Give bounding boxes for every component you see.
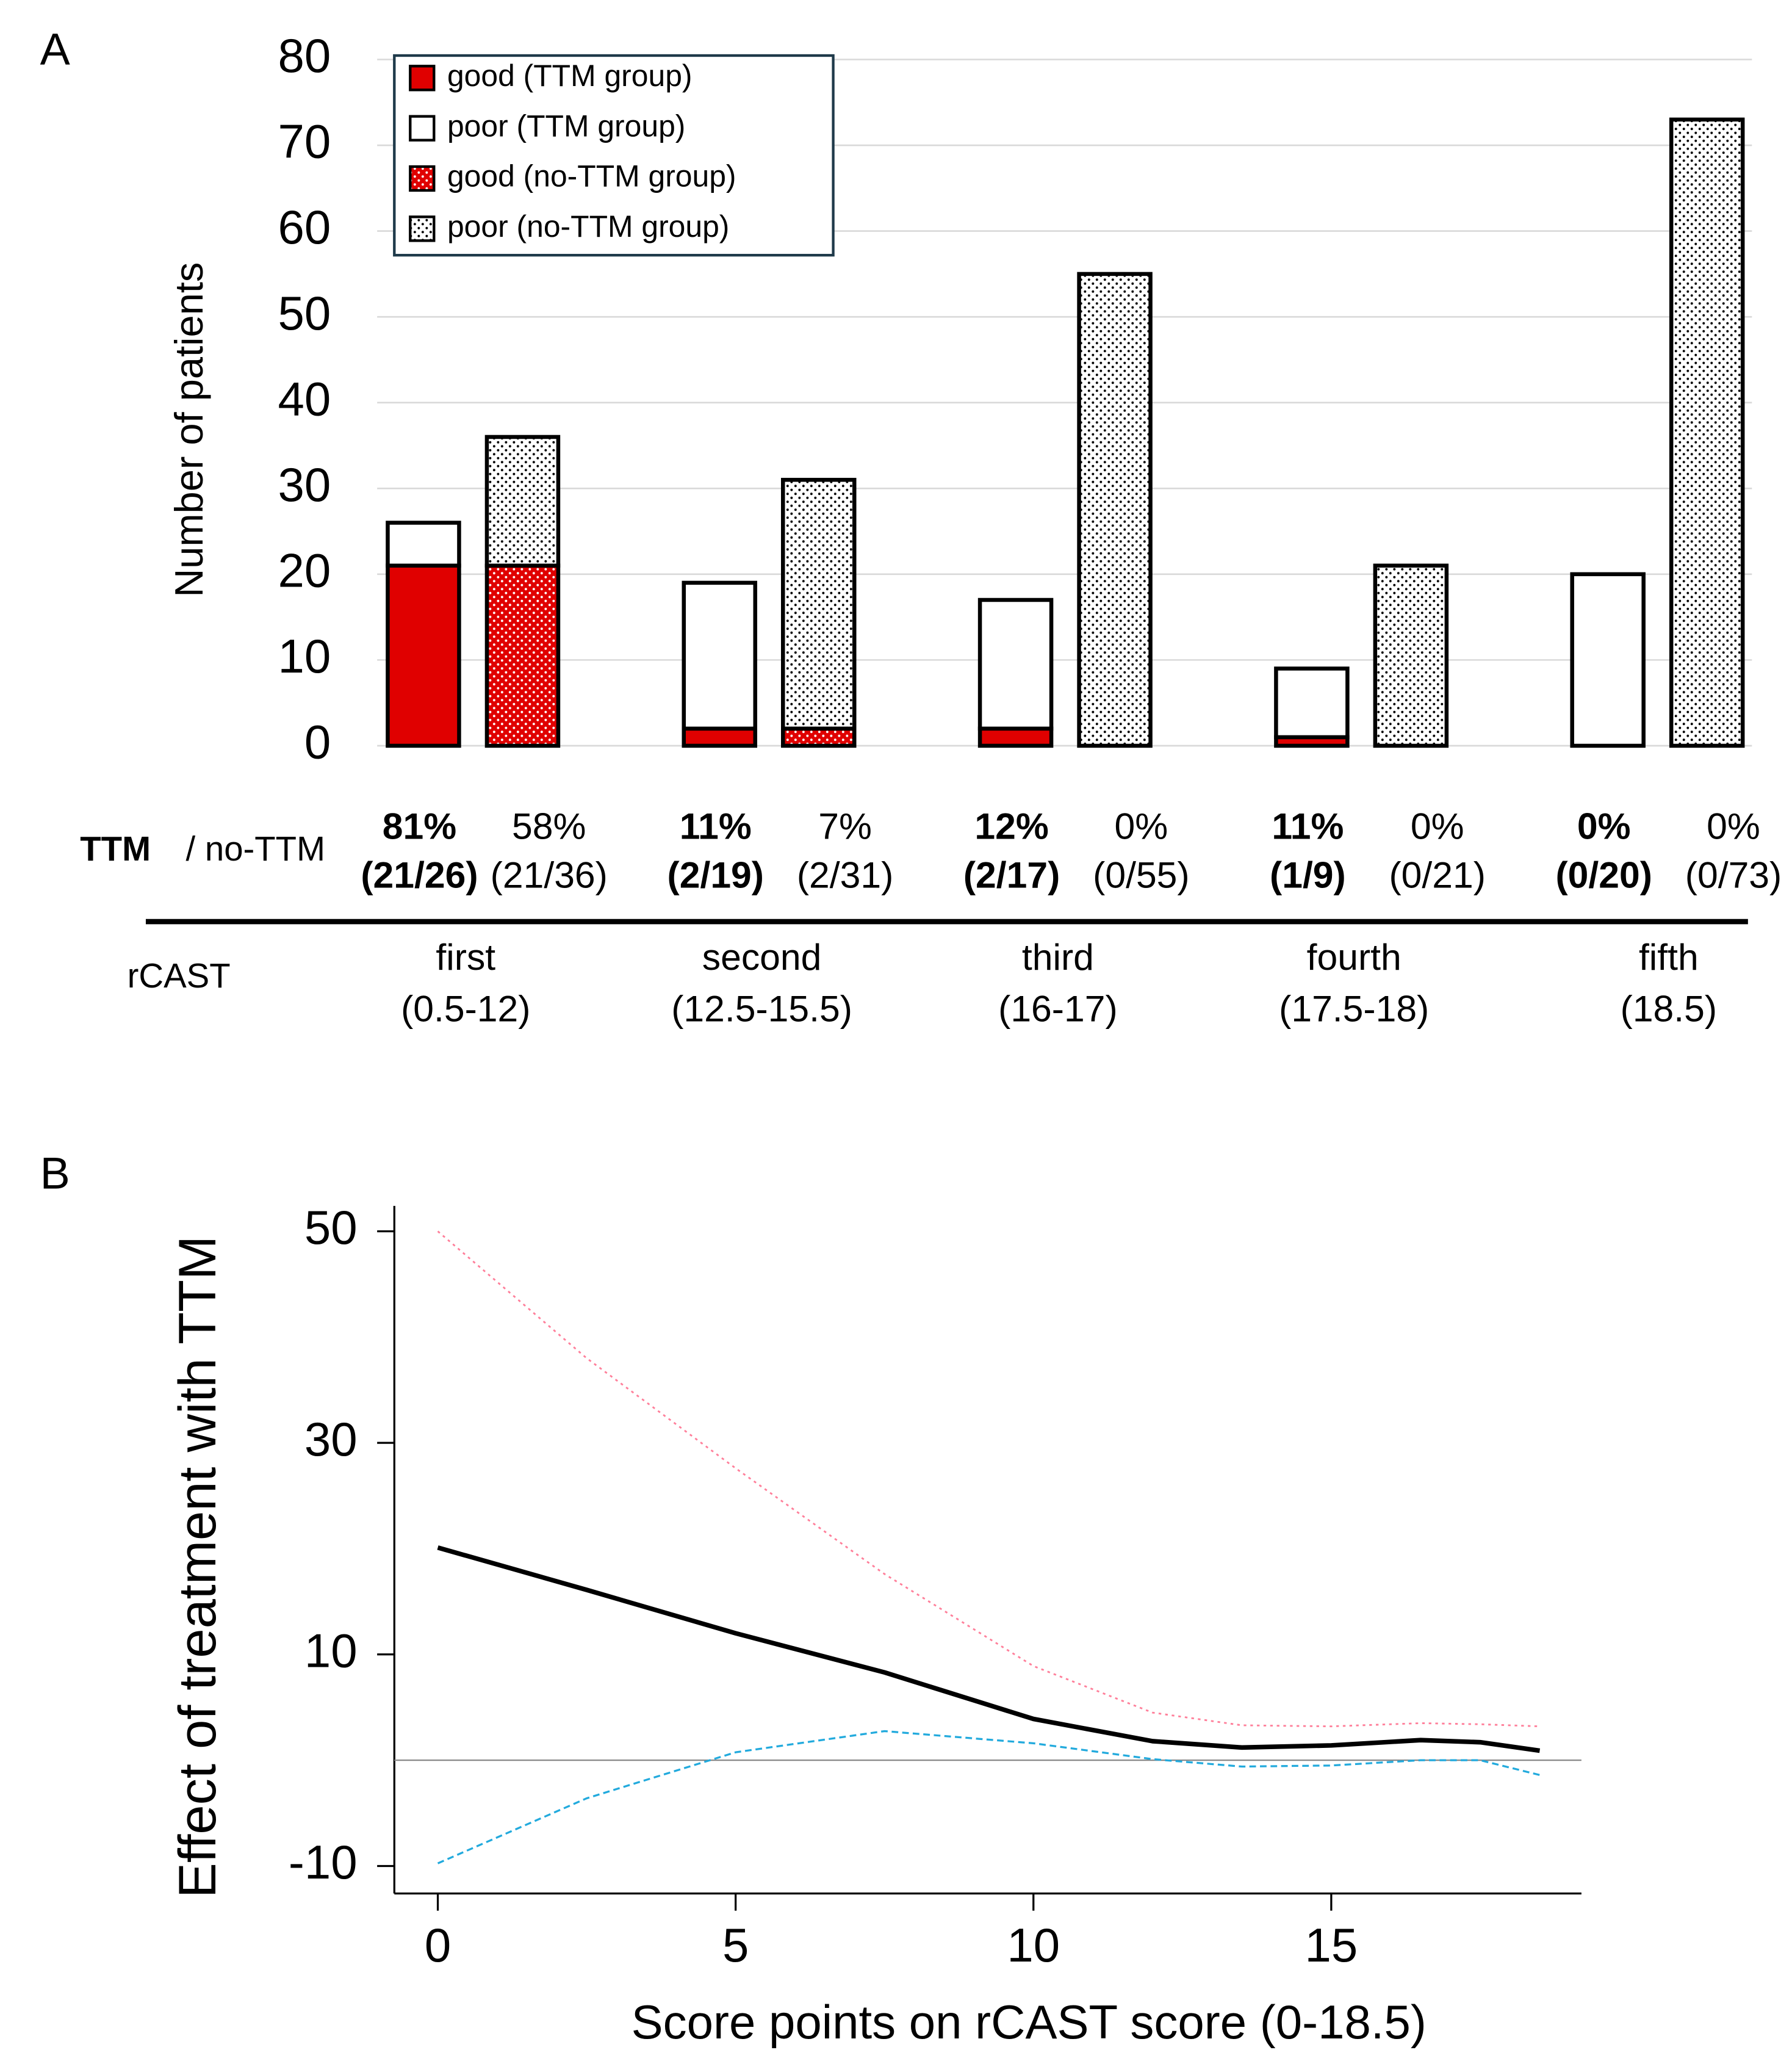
count-label: (1/9) — [1270, 854, 1346, 896]
count-label: (2/19) — [668, 854, 764, 896]
count-label: (0/21) — [1389, 854, 1485, 896]
count-label: (0/73) — [1685, 854, 1782, 896]
bar — [386, 521, 461, 568]
line — [437, 1230, 1540, 1728]
y-tick-label: 10 — [304, 1623, 358, 1677]
x-tick-label: 0 — [425, 1918, 451, 1972]
legend-label: good (TTM group) — [447, 59, 693, 93]
bar — [1077, 272, 1153, 748]
bar — [1669, 117, 1745, 748]
panel-label: A — [40, 24, 70, 74]
bar — [1373, 563, 1449, 748]
rate-label: 12% — [974, 805, 1048, 846]
count-label: (21/36) — [491, 854, 608, 896]
bar — [781, 726, 857, 748]
row-label: TTM — [80, 829, 151, 868]
bar — [484, 563, 561, 748]
legend-swatch — [409, 65, 436, 92]
bar — [682, 580, 758, 731]
y-tick-label: -10 — [289, 1835, 358, 1889]
bar — [682, 726, 758, 748]
bar — [484, 435, 561, 568]
rate-label: 81% — [383, 805, 456, 846]
bar — [1570, 572, 1646, 748]
x-tick-label: fourth — [1307, 936, 1402, 978]
x-tick-label: fifth — [1639, 936, 1699, 978]
x-tick-label: 15 — [1304, 1918, 1358, 1972]
rate-label: 58% — [512, 805, 586, 846]
legend-label: poor (no-TTM group) — [447, 209, 729, 244]
x-tick-label: 10 — [1007, 1918, 1060, 1972]
panel-label: B — [40, 1148, 70, 1199]
y-tick-label: 50 — [278, 286, 331, 340]
y-tick-label: 30 — [278, 458, 331, 511]
rate-label: 0% — [1411, 805, 1464, 846]
x-tick-label: (18.5) — [1621, 987, 1717, 1029]
rate-label: 7% — [818, 805, 872, 846]
y-tick-label: 20 — [278, 543, 331, 597]
y-tick-label: 10 — [278, 629, 331, 683]
x-tick-label: 5 — [722, 1918, 749, 1972]
x-tick-label: (12.5-15.5) — [671, 987, 852, 1029]
bar — [386, 563, 461, 748]
rate-label: 11% — [1272, 805, 1344, 846]
x-tick-label: first — [436, 936, 495, 978]
y-axis-label: Effect of treatment with TTM — [168, 1236, 227, 1898]
y-tick-label: 50 — [304, 1200, 358, 1254]
x-tick-label: third — [1022, 936, 1094, 978]
line — [437, 1545, 1541, 1753]
bar — [977, 597, 1054, 731]
y-tick-label: 40 — [278, 372, 331, 425]
row-label: rCAST — [128, 956, 231, 995]
x-axis-label: Score points on rCAST score (0-18.5) — [632, 1995, 1427, 2049]
count-label: (2/17) — [963, 854, 1060, 896]
y-tick-label: 0 — [304, 715, 331, 769]
legend-swatch — [409, 165, 436, 192]
y-axis-label: Number of patients — [167, 262, 211, 597]
count-label: (0/55) — [1093, 854, 1189, 896]
bar — [977, 726, 1054, 748]
x-tick-label: second — [702, 936, 822, 978]
legend-label: poor (TTM group) — [447, 109, 685, 143]
x-tick-label: (16-17) — [998, 987, 1118, 1029]
line — [437, 1730, 1540, 1864]
legend-swatch — [409, 115, 436, 142]
legend-box — [393, 54, 835, 257]
x-tick-label: (0.5-12) — [401, 987, 530, 1029]
y-tick-label: 80 — [278, 29, 331, 82]
y-tick-label: 60 — [278, 200, 331, 254]
count-label: (21/26) — [361, 854, 478, 896]
bar — [781, 477, 857, 731]
rate-label: 0% — [1115, 805, 1168, 846]
row-label: / no-TTM — [186, 829, 325, 868]
rate-label: 0% — [1577, 805, 1631, 846]
count-label: (2/31) — [797, 854, 893, 896]
y-tick-label: 30 — [304, 1412, 358, 1466]
legend-label: good (no-TTM group) — [447, 159, 736, 193]
x-tick-label: (17.5-18) — [1279, 987, 1429, 1029]
count-label: (0/20) — [1555, 854, 1652, 896]
bar — [1274, 666, 1350, 740]
y-tick-label: 70 — [278, 115, 331, 168]
rate-label: 0% — [1707, 805, 1760, 846]
rate-label: 11% — [680, 805, 752, 846]
legend-swatch — [409, 215, 436, 242]
